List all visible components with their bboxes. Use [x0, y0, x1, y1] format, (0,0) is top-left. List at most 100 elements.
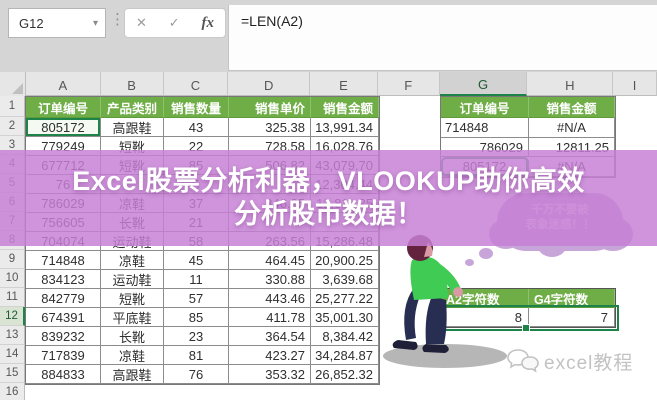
- cell-D9[interactable]: 464.45: [229, 251, 311, 270]
- cell-E15[interactable]: 26,852.32: [311, 365, 379, 384]
- row-header-16[interactable]: 16: [0, 383, 25, 400]
- cell-D2[interactable]: 325.38: [229, 118, 311, 137]
- header-cell-E1[interactable]: 销售金额: [311, 97, 379, 118]
- cell-A14[interactable]: 717839: [26, 346, 101, 365]
- column-header-D[interactable]: D: [228, 72, 311, 96]
- cell-C10[interactable]: 11: [164, 270, 229, 289]
- name-box[interactable]: G12 ▾: [8, 8, 106, 38]
- row-header-11[interactable]: 11: [0, 288, 25, 307]
- header-cell-B1[interactable]: 产品类别: [101, 97, 164, 118]
- fill-handle[interactable]: [522, 324, 530, 332]
- bubble-tail-dot: [465, 259, 474, 266]
- header-cell-A1[interactable]: 订单编号: [26, 97, 101, 118]
- header-cell-C1[interactable]: 销售数量: [164, 97, 229, 118]
- column-header-C[interactable]: C: [163, 72, 229, 96]
- cell-D10[interactable]: 330.88: [229, 270, 311, 289]
- cell-E12[interactable]: 35,001.30: [311, 308, 379, 327]
- cell-B2[interactable]: 高跟鞋: [101, 118, 164, 137]
- banner-title-line1: Excel股票分析利器，VLOOKUP助你高效: [72, 166, 585, 196]
- person-shoe-right: [422, 344, 449, 353]
- char-count-table[interactable]: A2字符数 G4字符数 8 7: [440, 288, 616, 328]
- column-header-G[interactable]: G: [439, 72, 528, 96]
- cell-A11[interactable]: 842779: [26, 289, 101, 308]
- title-banner: Excel股票分析利器，VLOOKUP助你高效 分析股市数据！: [0, 150, 657, 246]
- cell-B10[interactable]: 运动鞋: [101, 270, 164, 289]
- cell-E14[interactable]: 34,284.87: [311, 346, 379, 365]
- person-shoe-left: [392, 340, 418, 350]
- cell-D14[interactable]: 423.27: [229, 346, 311, 365]
- cell-G2[interactable]: 714848: [441, 118, 529, 138]
- row-header-2[interactable]: 2: [0, 117, 25, 136]
- cell-C13[interactable]: 23: [164, 327, 229, 346]
- cell-C12[interactable]: 85: [164, 308, 229, 327]
- cell-H2[interactable]: #N/A: [529, 118, 615, 138]
- select-all-corner[interactable]: [0, 72, 26, 97]
- cartoon-person: [383, 235, 507, 368]
- cell-B15[interactable]: 高跟鞋: [101, 365, 164, 384]
- row-header-9[interactable]: 9: [0, 250, 25, 269]
- cell-E10[interactable]: 3,639.68: [311, 270, 379, 289]
- watermark: excel教程: [506, 342, 656, 380]
- header-cell-H11[interactable]: G4字符数: [529, 289, 615, 308]
- cell-A15[interactable]: 884833: [26, 365, 101, 384]
- column-header-I[interactable]: I: [613, 72, 657, 96]
- banner-title-line2: 分析股市数据！: [234, 199, 423, 229]
- cell-A2[interactable]: 805172: [26, 118, 101, 137]
- header-cell-G1[interactable]: 订单编号: [441, 97, 529, 118]
- header-cell-H1[interactable]: 销售金额: [529, 97, 615, 118]
- cancel-icon[interactable]: ✕: [135, 15, 147, 30]
- person-front-leg: [425, 296, 447, 344]
- row-header-14[interactable]: 14: [0, 345, 25, 364]
- row-header-1[interactable]: 1: [0, 96, 25, 117]
- cell-B13[interactable]: 长靴: [101, 327, 164, 346]
- column-header-F[interactable]: F: [377, 72, 440, 96]
- cell-G12[interactable]: 8: [441, 308, 529, 327]
- name-box-value: G12: [19, 15, 44, 31]
- formula-text: =LEN(A2): [241, 13, 303, 29]
- person-hand: [453, 287, 463, 297]
- person-back-leg: [404, 288, 420, 340]
- cell-D15[interactable]: 353.32: [229, 365, 311, 384]
- cell-D13[interactable]: 364.54: [229, 327, 311, 346]
- cell-C15[interactable]: 76: [164, 365, 229, 384]
- cell-E2[interactable]: 13,991.34: [311, 118, 379, 137]
- cell-A9[interactable]: 714848: [26, 251, 101, 270]
- cell-A12[interactable]: 674391: [26, 308, 101, 327]
- header-cell-D1[interactable]: 销售单价: [229, 97, 311, 118]
- cell-C11[interactable]: 57: [164, 289, 229, 308]
- cell-H12[interactable]: 7: [529, 308, 615, 327]
- column-header-B[interactable]: B: [100, 72, 164, 96]
- row-header-13[interactable]: 13: [0, 326, 25, 345]
- formula-buttons: ✕ ✓ fx: [124, 8, 226, 38]
- row-header-12[interactable]: 12: [0, 307, 25, 326]
- column-header-H[interactable]: H: [527, 72, 614, 96]
- cell-B12[interactable]: 平底鞋: [101, 308, 164, 327]
- column-header-A[interactable]: A: [25, 72, 101, 96]
- row-header-15[interactable]: 15: [0, 364, 25, 383]
- cell-E13[interactable]: 8,384.42: [311, 327, 379, 346]
- separator-dots-icon: ⋮: [110, 11, 125, 28]
- bubble-tail-dot: [479, 248, 493, 259]
- watermark-text: excel教程: [544, 352, 634, 374]
- cell-B9[interactable]: 凉鞋: [101, 251, 164, 270]
- cell-B14[interactable]: 凉鞋: [101, 346, 164, 365]
- cell-E11[interactable]: 25,277.22: [311, 289, 379, 308]
- row-header-10[interactable]: 10: [0, 269, 25, 288]
- cell-C9[interactable]: 45: [164, 251, 229, 270]
- cell-A10[interactable]: 834123: [26, 270, 101, 289]
- person-arm: [429, 261, 461, 295]
- enter-icon[interactable]: ✓: [168, 15, 180, 30]
- chat-bubbles-icon: [507, 349, 539, 373]
- cell-C14[interactable]: 81: [164, 346, 229, 365]
- cell-D11[interactable]: 443.46: [229, 289, 311, 308]
- cell-C2[interactable]: 43: [164, 118, 229, 137]
- cell-E9[interactable]: 20,900.25: [311, 251, 379, 270]
- formula-input[interactable]: =LEN(A2): [228, 5, 657, 71]
- cell-B11[interactable]: 短靴: [101, 289, 164, 308]
- cell-A13[interactable]: 839232: [26, 327, 101, 346]
- cell-D12[interactable]: 411.78: [229, 308, 311, 327]
- name-box-dropdown-icon[interactable]: ▾: [92, 17, 98, 29]
- insert-function-icon[interactable]: fx: [201, 14, 215, 31]
- column-header-E[interactable]: E: [310, 72, 378, 96]
